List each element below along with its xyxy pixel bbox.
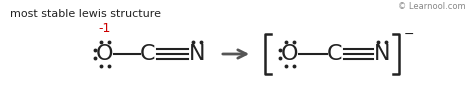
Text: C: C xyxy=(327,44,343,64)
Text: -1: -1 xyxy=(99,22,111,35)
Text: © Learnool.com: © Learnool.com xyxy=(398,3,466,12)
Text: N: N xyxy=(374,44,390,64)
Text: O: O xyxy=(281,44,299,64)
Text: N: N xyxy=(189,44,205,64)
Text: C: C xyxy=(140,44,156,64)
Text: −: − xyxy=(404,28,414,41)
Text: O: O xyxy=(96,44,114,64)
Text: most stable lewis structure: most stable lewis structure xyxy=(10,9,161,19)
